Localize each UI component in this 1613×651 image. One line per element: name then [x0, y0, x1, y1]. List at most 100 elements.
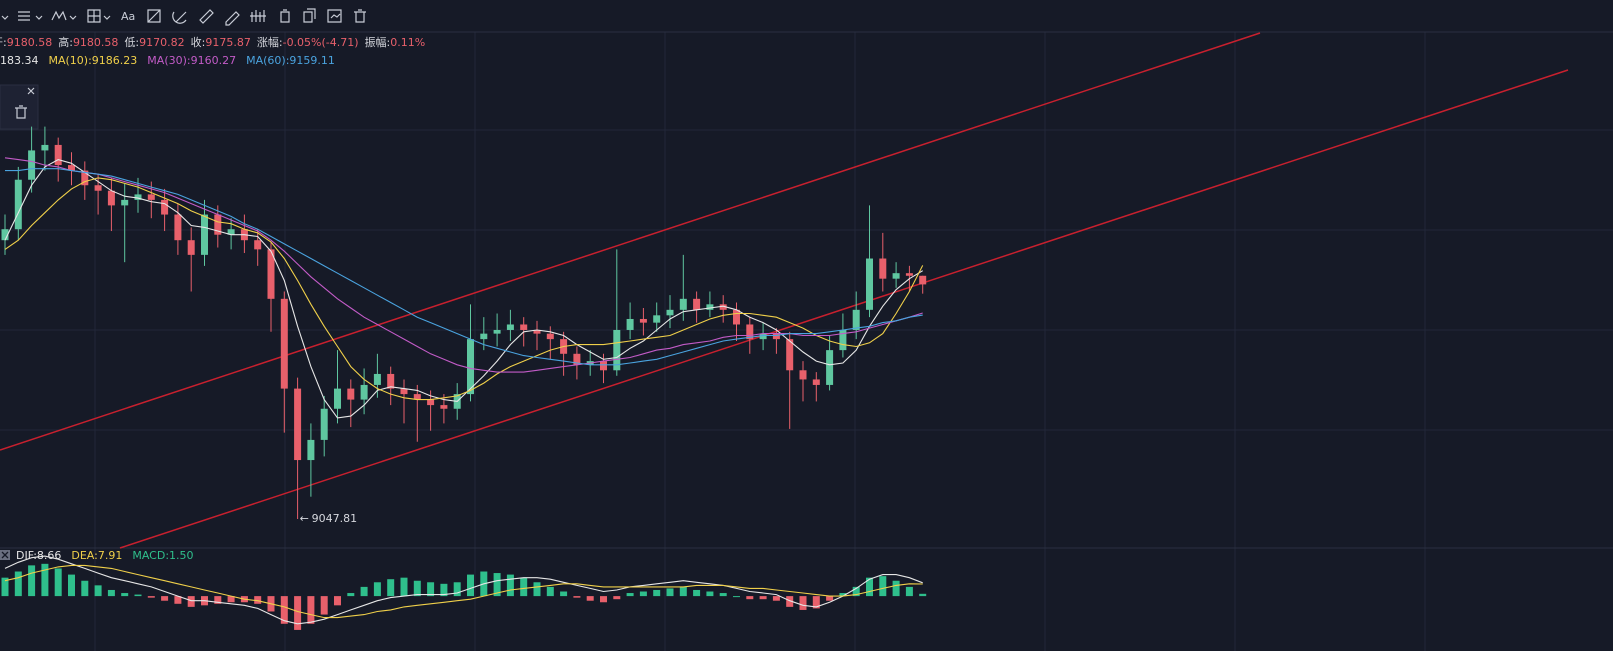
ruler-tool[interactable] — [199, 9, 214, 24]
toolbar: Aa — [1, 8, 366, 26]
candle-body — [307, 439, 315, 461]
candle-body — [134, 194, 142, 200]
screenshot-tool[interactable] — [327, 9, 342, 23]
macd-bar — [347, 593, 355, 597]
dropdown-icon[interactable] — [35, 15, 43, 20]
candle-body — [600, 361, 607, 371]
candle-body — [879, 258, 887, 279]
macd-bar — [294, 596, 302, 630]
candle-body — [546, 333, 554, 340]
dropdown-icon[interactable] — [69, 15, 77, 20]
macd-bar — [560, 591, 568, 597]
macd-bar — [54, 568, 62, 597]
indicator-tool[interactable] — [250, 10, 266, 22]
candle-body — [613, 329, 621, 371]
copy-tool[interactable] — [303, 8, 316, 23]
candle-body — [706, 304, 714, 310]
candle-body — [413, 394, 421, 400]
wave-tool[interactable] — [51, 10, 67, 21]
legend-entry: DEA:7.91 — [71, 549, 122, 562]
header-value: 9180.58 — [7, 36, 53, 49]
header-value: 0.11% — [390, 36, 425, 49]
candle-body — [799, 370, 807, 380]
candle-body — [826, 350, 834, 385]
plot: ← 9047.81 — [1, 126, 927, 630]
trend-line — [0, 32, 1261, 451]
text-tool[interactable]: Aa — [121, 10, 135, 23]
macd-bar — [719, 593, 727, 597]
candle-body — [68, 165, 75, 171]
candle-body — [373, 373, 381, 385]
candle-body — [174, 214, 182, 241]
candle-body — [480, 333, 488, 340]
macd-bar — [600, 596, 607, 603]
grid-tool[interactable] — [87, 9, 101, 23]
macd-bar — [360, 586, 368, 597]
drawing-panel — [0, 84, 39, 130]
macd-bar — [174, 596, 182, 604]
candle-body — [506, 324, 514, 330]
macd-bar — [666, 588, 674, 597]
macd-bar — [905, 586, 913, 597]
macd-legend: DIF:8.66 DEA:7.91 MACD:1.50 — [16, 549, 194, 562]
dropdown-icon[interactable] — [103, 15, 111, 20]
macd-bar — [679, 586, 687, 597]
candle-body — [892, 273, 900, 279]
macd-bar — [41, 563, 49, 597]
macd-bar — [453, 582, 461, 597]
macd-bar — [28, 565, 36, 597]
candle-body — [746, 324, 754, 340]
macd-bar — [413, 580, 421, 597]
pen-tool[interactable] — [225, 11, 240, 26]
candle-body — [227, 229, 235, 235]
ohlc-header: 开:9180.58高:9180.58低:9170.82收:9175.87涨幅:-… — [0, 35, 425, 49]
candle-body — [693, 298, 701, 310]
trash-icon[interactable] — [15, 105, 27, 119]
candle-body — [520, 324, 528, 330]
macd-toggle-icon — [1, 551, 9, 559]
macd-bar — [68, 574, 75, 597]
close-icon[interactable] — [27, 87, 35, 95]
candle-body — [387, 373, 395, 389]
indicator-line — [4, 159, 923, 419]
macd-bar — [400, 577, 408, 597]
channel-lines — [0, 32, 1569, 549]
candle-body — [440, 405, 448, 409]
header-label: 高: — [58, 35, 73, 49]
candle-body — [280, 298, 288, 389]
macd-bar — [639, 591, 647, 597]
macd-bar — [307, 596, 315, 624]
pattern-tool[interactable] — [147, 9, 161, 23]
macd-bar — [107, 589, 115, 597]
dropdown-icon[interactable] — [1, 15, 9, 20]
macd-bar — [746, 596, 754, 600]
candle-body — [334, 388, 341, 409]
candle-body — [14, 179, 22, 230]
macd-bar — [693, 589, 701, 597]
candle-body — [28, 150, 36, 180]
macd-bar — [772, 596, 780, 601]
macd-bar — [440, 583, 448, 597]
lock-tool[interactable] — [280, 9, 290, 23]
macd-bar — [187, 596, 195, 607]
macd-bar — [839, 593, 847, 597]
legend-entry: MA(60):9159.11 — [246, 54, 335, 67]
lines-tool[interactable] — [18, 11, 30, 21]
candle-body — [467, 339, 474, 395]
measure-tool[interactable] — [172, 11, 187, 24]
header-value: -0.05%(-4.71) — [283, 36, 359, 49]
candle-body — [852, 309, 860, 330]
legend-entry: DIF:8.66 — [16, 549, 61, 562]
trend-line — [119, 69, 1569, 549]
macd-bar — [506, 574, 514, 597]
candle-body — [214, 214, 222, 235]
candle-body — [573, 353, 581, 365]
macd-bar — [919, 593, 927, 597]
macd-bar — [826, 596, 834, 601]
indicator-line — [4, 177, 924, 401]
macd-bar — [14, 571, 22, 597]
indicator-line — [5, 168, 923, 366]
delete-tool[interactable] — [354, 9, 366, 23]
candle-body — [866, 258, 873, 310]
